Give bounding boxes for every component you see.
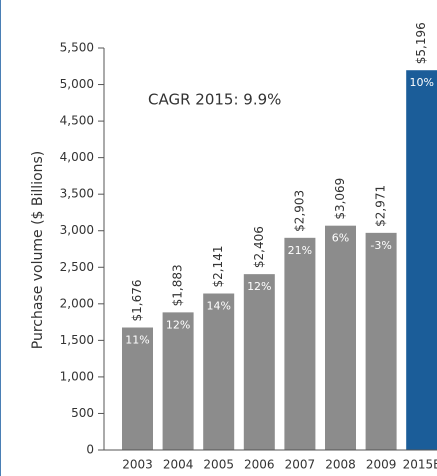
bar: [284, 237, 316, 450]
growth-label: 6%: [332, 232, 349, 245]
y-tick-label: 1,000: [60, 369, 94, 383]
y-tick-label: 4,000: [60, 150, 94, 164]
y-tick-label: 5,500: [60, 41, 94, 55]
value-label: $3,069: [333, 178, 347, 220]
y-axis-title: Purchase volume ($ Billions): [30, 151, 46, 350]
x-tick-label: 2006: [244, 458, 275, 472]
bar: [325, 225, 356, 450]
growth-label: 10%: [409, 76, 433, 89]
growth-label: 11%: [125, 333, 149, 346]
value-label: $1,883: [171, 264, 185, 306]
growth-label: 21%: [288, 244, 312, 257]
value-label: $1,676: [130, 279, 144, 321]
bar: [406, 70, 437, 450]
growth-label: -3%: [370, 239, 391, 252]
y-tick-label: 2,500: [60, 260, 94, 274]
value-label: $2,141: [211, 246, 225, 288]
y-tick-label: 4,500: [60, 114, 94, 128]
value-label: $5,196: [414, 22, 428, 64]
y-tick-label: 5,000: [60, 77, 94, 91]
x-tick-label: 2015E: [403, 458, 437, 472]
y-tick-label: 3,000: [60, 223, 94, 237]
value-label: $2,971: [374, 185, 388, 227]
value-label: $2,406: [252, 226, 266, 268]
annotation: CAGR 2015: 9.9%: [148, 91, 281, 109]
y-tick-label: 0: [86, 443, 94, 457]
y-tick-label: 1,500: [60, 333, 94, 347]
bar: [203, 293, 235, 450]
growth-label: 14%: [206, 300, 230, 313]
bar: [365, 232, 397, 450]
value-label: $2,903: [292, 190, 306, 232]
x-tick-label: 2008: [325, 458, 356, 472]
y-tick-label: 3,500: [60, 187, 94, 201]
y-tick-label: 2,000: [60, 296, 94, 310]
bar: [162, 312, 194, 450]
x-tick-label: 2009: [366, 458, 397, 472]
x-tick-label: 2004: [163, 458, 194, 472]
growth-label: 12%: [166, 318, 190, 331]
bar: [243, 274, 275, 450]
x-tick-label: 2003: [122, 458, 153, 472]
growth-label: 12%: [247, 280, 271, 293]
bar: [122, 327, 153, 450]
x-tick-label: 2007: [285, 458, 316, 472]
y-tick-label: 500: [71, 406, 94, 420]
x-tick-label: 2005: [203, 458, 234, 472]
